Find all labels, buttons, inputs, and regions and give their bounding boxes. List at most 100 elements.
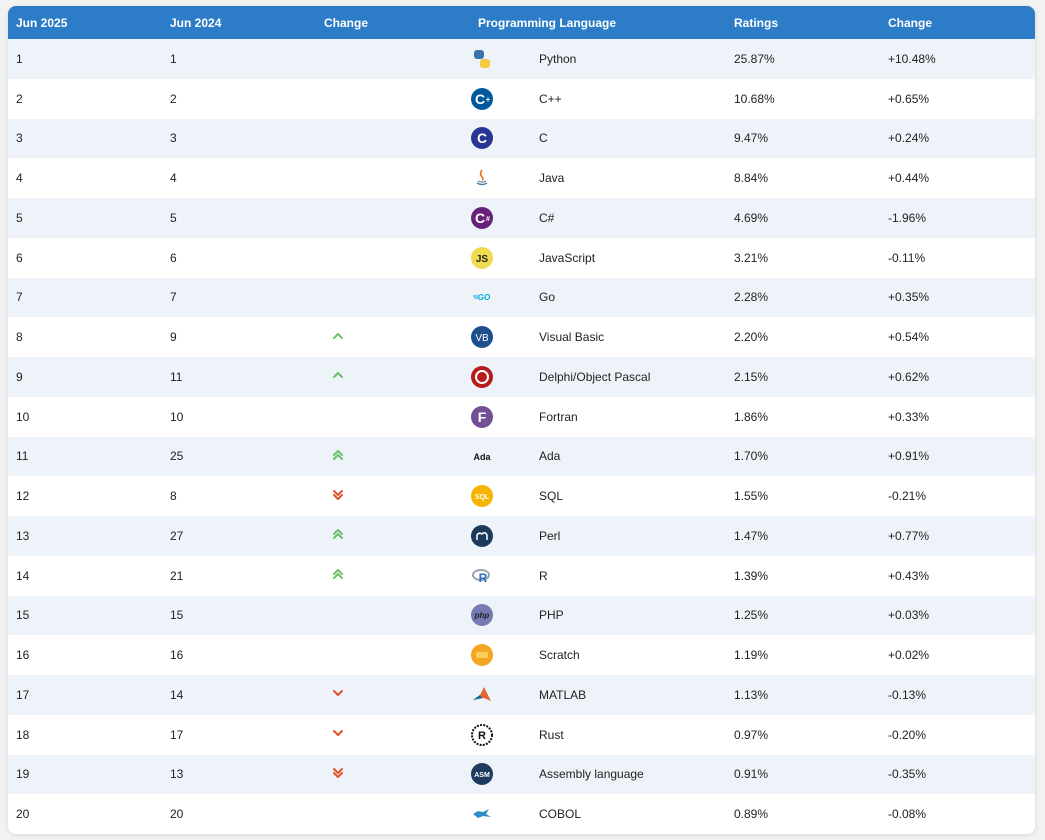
delphi-logo-icon: [470, 365, 494, 389]
table-row[interactable]: 1 1 Python 25.87% +10.48%: [8, 39, 1035, 79]
language-name[interactable]: Ada: [539, 449, 561, 464]
rating-value: 8.84%: [734, 171, 769, 186]
language-name[interactable]: R: [539, 568, 548, 583]
table-row[interactable]: 2 2 C + C++ 10.68% +0.65%: [8, 78, 1035, 119]
change-value: +0.35%: [888, 290, 930, 305]
table-row[interactable]: 12 8 SQL SQL 1.55% -0.21%: [8, 476, 1035, 516]
java-logo-icon: [470, 166, 494, 190]
trend-cell: [316, 39, 470, 79]
table-row[interactable]: 14 21 R R 1.39% +0.43%: [8, 555, 1035, 596]
trend-cell: [316, 397, 470, 437]
language-name[interactable]: C#: [539, 210, 555, 225]
language-logo-cell: [470, 158, 531, 198]
table-row[interactable]: 7 7 GO Go 2.28% +0.35%: [8, 277, 1035, 318]
rating-value: 0.89%: [734, 807, 769, 822]
language-name[interactable]: Scratch: [539, 648, 580, 663]
svg-text:F: F: [478, 409, 487, 425]
rating-value: 10.68%: [734, 91, 775, 106]
language-name[interactable]: C: [539, 131, 548, 146]
rank-previous: 5: [170, 210, 177, 225]
ranking-table-card: Jun 2025 Jun 2024 Change Programming Lan…: [8, 6, 1035, 834]
table-row[interactable]: 19 13 ASM Assembly language 0.91% -0.35%: [8, 754, 1035, 795]
table-row[interactable]: 3 3 C C 9.47% +0.24%: [8, 118, 1035, 159]
table-header-row: Jun 2025 Jun 2024 Change Programming Lan…: [8, 6, 1035, 39]
change-value: +0.65%: [888, 91, 930, 106]
language-logo-cell: R: [470, 556, 531, 596]
table-row[interactable]: 9 11 Delphi/Object Pascal 2.15% +0.62%: [8, 357, 1035, 397]
language-name[interactable]: PHP: [539, 608, 564, 623]
language-logo-cell: ASM: [470, 755, 531, 795]
language-name[interactable]: MATLAB: [539, 687, 587, 702]
rank-current: 16: [16, 648, 30, 663]
table-row[interactable]: 13 27 Perl 1.47% +0.77%: [8, 516, 1035, 556]
javascript-logo-icon: JS: [470, 246, 494, 270]
table-row[interactable]: 5 5 C # C# 4.69% -1.96%: [8, 198, 1035, 238]
header-jun-2025[interactable]: Jun 2025: [16, 15, 68, 30]
header-change[interactable]: Change: [888, 15, 933, 30]
table-row[interactable]: 11 25 Ada Ada 1.70% +0.91%: [8, 436, 1035, 477]
rank-previous: 8: [170, 489, 177, 504]
rank-current: 19: [16, 767, 30, 782]
table-row[interactable]: 16 16 Scratch 1.19% +0.02%: [8, 635, 1035, 675]
rank-current: 13: [16, 528, 30, 543]
language-name[interactable]: Python: [539, 51, 577, 66]
chevron-down-icon: [332, 727, 344, 739]
svg-text:R: R: [479, 571, 488, 585]
rank-previous: 7: [170, 290, 177, 305]
rating-value: 1.70%: [734, 449, 769, 464]
trend-cell: [316, 79, 470, 119]
rank-current: 11: [16, 449, 29, 464]
rank-current: 12: [16, 489, 30, 504]
language-name[interactable]: Perl: [539, 528, 561, 543]
table-row[interactable]: 20 20 COBOL 0.89% -0.08%: [8, 794, 1035, 834]
rank-previous: 16: [170, 648, 184, 663]
rank-previous: 25: [170, 449, 184, 464]
rank-previous: 17: [170, 727, 184, 742]
table-row[interactable]: 8 9 VB Visual Basic 2.20% +0.54%: [8, 317, 1035, 357]
language-name[interactable]: Go: [539, 290, 556, 305]
rank-current: 8: [16, 330, 23, 345]
header-ratings[interactable]: Ratings: [734, 15, 779, 30]
language-name[interactable]: C++: [539, 91, 562, 106]
rating-value: 1.25%: [734, 608, 769, 623]
language-logo-cell: [470, 39, 531, 79]
trend-cell: [316, 119, 470, 159]
language-name[interactable]: Delphi/Object Pascal: [539, 369, 651, 384]
table-row[interactable]: 10 10 F Fortran 1.86% +0.33%: [8, 396, 1035, 437]
svg-text:JS: JS: [476, 254, 489, 265]
language-name[interactable]: Java: [539, 171, 565, 186]
rank-previous: 6: [170, 250, 177, 265]
matlab-logo-icon: [470, 683, 494, 707]
language-name[interactable]: Fortran: [539, 409, 578, 424]
svg-text:SQL: SQL: [475, 494, 490, 501]
table-row[interactable]: 18 17 R Rust 0.97% -0.20%: [8, 714, 1035, 755]
svg-text:C: C: [475, 91, 485, 107]
table-row[interactable]: 17 14 MATLAB 1.13% -0.13%: [8, 675, 1035, 715]
header-programming-language[interactable]: Programming Language: [478, 15, 617, 30]
language-name[interactable]: Assembly language: [539, 767, 644, 782]
rank-current: 4: [16, 171, 23, 186]
rating-value: 1.47%: [734, 528, 769, 543]
header-jun-2024[interactable]: Jun 2024: [170, 15, 222, 30]
table-row[interactable]: 15 15 php PHP 1.25% +0.03%: [8, 595, 1035, 636]
table-row[interactable]: 6 6 JS JavaScript 3.21% -0.11%: [8, 237, 1035, 278]
trend-cell: [316, 198, 470, 238]
language-name[interactable]: Rust: [539, 727, 564, 742]
table-row[interactable]: 4 4 Java 8.84% +0.44%: [8, 158, 1035, 198]
rank-current: 20: [16, 807, 30, 822]
language-name[interactable]: SQL: [539, 489, 564, 504]
rating-value: 2.28%: [734, 290, 769, 305]
change-value: -0.11%: [888, 250, 926, 265]
language-logo-cell: php: [470, 596, 531, 636]
language-logo-cell: C: [470, 119, 531, 159]
change-value: +0.43%: [888, 568, 930, 583]
rating-value: 2.20%: [734, 330, 769, 345]
language-logo-cell: [470, 357, 531, 397]
language-name[interactable]: Visual Basic: [539, 330, 605, 345]
trend-cell: [316, 238, 470, 278]
language-name[interactable]: COBOL: [539, 807, 582, 822]
change-value: -0.08%: [888, 807, 927, 822]
rank-current: 5: [16, 210, 23, 225]
language-name[interactable]: JavaScript: [539, 250, 596, 265]
header-change-trend[interactable]: Change: [324, 15, 369, 30]
